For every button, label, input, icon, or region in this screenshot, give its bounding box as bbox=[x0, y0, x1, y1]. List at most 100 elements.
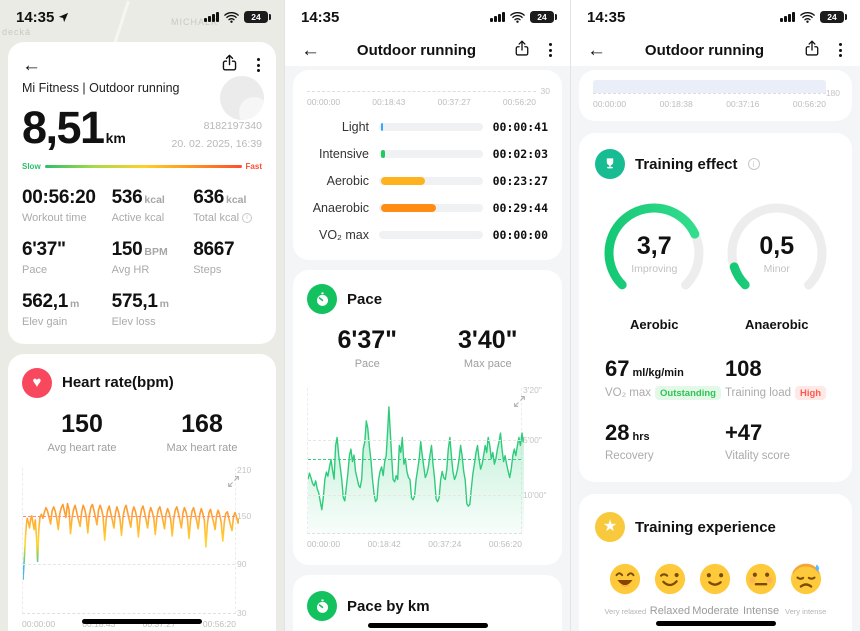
stat-active-kcal: 536 kcal Active kcal bbox=[111, 186, 165, 224]
stat-elev-loss: 575,1 m Elev loss bbox=[111, 290, 169, 328]
vo2max-badge: Outstanding bbox=[655, 386, 721, 400]
heart-rate-zones-list: Light 00:00:41 Intensive 00:02:03 Aerobic 0… bbox=[307, 120, 548, 242]
training-load-badge: High bbox=[795, 386, 827, 400]
menu-button[interactable] bbox=[547, 41, 554, 59]
share-button[interactable] bbox=[803, 39, 821, 62]
anaerobic-value: 0,5 bbox=[759, 231, 795, 260]
workout-id: 8182197340 bbox=[203, 119, 262, 132]
back-button[interactable]: ← bbox=[301, 39, 320, 61]
gridline-5min bbox=[308, 440, 521, 442]
training-effect-card: Training effect i 3,7 Improving bbox=[579, 133, 852, 482]
gridline-10min bbox=[308, 495, 521, 497]
share-button[interactable] bbox=[220, 53, 239, 77]
share-button[interactable] bbox=[513, 39, 531, 62]
stat-total-kcal: 636 kcal Total kcal i bbox=[193, 187, 262, 224]
heart-zones-card: 30 00:00:00 00:18:43 00:37:27 00:56:20 Ligh… bbox=[293, 70, 562, 260]
home-indicator[interactable] bbox=[367, 623, 488, 628]
pace-by-km-card: Pace by km bbox=[293, 575, 562, 631]
battery-icon: 24 bbox=[820, 10, 847, 24]
info-icon[interactable]: i bbox=[242, 212, 253, 223]
heart-rate-line bbox=[23, 502, 239, 580]
winking-face-icon bbox=[654, 563, 686, 595]
stat-workout-time: 00:56:20 Workout time bbox=[22, 186, 96, 224]
smiling-face-icon bbox=[700, 563, 731, 595]
wifi-icon bbox=[224, 11, 239, 23]
summary-card: ← Mi Fitness | Outdoor running 8,51 km 81… bbox=[8, 42, 276, 344]
cadence-chart-tail: 180 00:00:00 00:18:38 00:37:16 00:56:20 bbox=[579, 70, 852, 121]
metric-recovery: 28 hrs Recovery bbox=[605, 420, 654, 462]
trophy-icon bbox=[595, 149, 625, 179]
stat-elev-gain: 562,1 m Elev gain bbox=[22, 290, 80, 328]
pace-color-scale: Slow Fast bbox=[22, 162, 262, 171]
page-title: Outdoor running bbox=[356, 41, 477, 59]
option-very-intense[interactable]: Very intense bbox=[783, 562, 828, 617]
home-indicator[interactable] bbox=[82, 619, 202, 624]
wifi-icon bbox=[510, 11, 525, 23]
anaerobic-label: Anaerobic bbox=[744, 317, 809, 332]
back-button[interactable]: ← bbox=[22, 54, 41, 76]
metric-vitality: +47 Vitality score bbox=[724, 420, 790, 462]
avg-pace: 6'37" Pace bbox=[337, 326, 397, 370]
ytick-150: 150 bbox=[237, 511, 252, 522]
status-time: 14:35 bbox=[16, 9, 69, 26]
back-button[interactable]: ← bbox=[587, 39, 606, 61]
exhausted-face-icon bbox=[790, 563, 821, 595]
fast-label: Fast bbox=[245, 161, 262, 171]
heart-icon: ♥ bbox=[22, 367, 52, 398]
training-experience-card: ★ Training experience Very relaxed Relax… bbox=[579, 494, 852, 631]
aerobic-sub: Improving bbox=[631, 262, 678, 275]
location-arrow-icon bbox=[59, 12, 69, 22]
ytick-500: 5'00" bbox=[523, 435, 542, 446]
summary-stats-grid: 00:56:20 Workout time 536 kcal Active kcal … bbox=[22, 187, 262, 328]
status-time: 14:35 bbox=[301, 8, 340, 26]
option-moderate[interactable]: Moderate bbox=[692, 562, 739, 617]
option-relaxed[interactable]: Relaxed bbox=[648, 562, 693, 617]
battery-icon: 24 bbox=[244, 10, 271, 24]
cadence-area-fragment bbox=[593, 80, 826, 93]
heart-rate-card: ♥ Heart rate(bpm) 150 Avg heart rate 168 M… bbox=[8, 353, 276, 631]
training-metrics-grid: 67 ml/kg/min VO₂ max Outstanding 108 Train… bbox=[587, 332, 844, 482]
screen-training-effect: 14:35 24 ← Outdoor running 180 00:00:00 0… bbox=[570, 0, 860, 631]
avg-hr-gridline bbox=[23, 516, 235, 518]
avg-pace-gridline bbox=[308, 459, 521, 461]
status-bar: 14:35 24 bbox=[0, 0, 284, 34]
option-intense[interactable]: Intense bbox=[739, 562, 784, 617]
anaerobic-gauge: 0,5 Minor Anaerobic bbox=[718, 197, 836, 332]
menu-button[interactable] bbox=[837, 41, 844, 59]
info-icon[interactable]: i bbox=[747, 158, 760, 170]
gridline-90 bbox=[23, 564, 235, 566]
stat-pace: 6'37" Pace bbox=[22, 238, 66, 276]
home-indicator[interactable] bbox=[655, 621, 776, 626]
status-icons: 24 bbox=[204, 10, 271, 24]
ytick-30: 30 bbox=[540, 86, 550, 96]
signal-icon bbox=[490, 12, 505, 22]
aerobic-value: 3,7 bbox=[636, 231, 672, 260]
status-icons: 24 bbox=[490, 10, 557, 24]
heart-rate-title: Heart rate(bpm) bbox=[62, 374, 174, 392]
metric-vo2max: 67 ml/kg/min VO₂ max Outstanding bbox=[605, 356, 725, 400]
training-experience-title: Training experience bbox=[635, 518, 776, 536]
map-label: decká bbox=[2, 27, 32, 37]
ytick-30: 30 bbox=[237, 607, 247, 618]
nav-header: ← Outdoor running bbox=[285, 34, 570, 66]
menu-button[interactable] bbox=[255, 56, 262, 74]
training-effect-title: Training effect bbox=[635, 155, 738, 173]
status-time: 14:35 bbox=[587, 8, 626, 26]
pace-x-axis: 00:00:00 00:18:42 00:37:24 00:56:20 bbox=[307, 539, 522, 549]
avg-heart-rate: 150 Avg heart rate bbox=[47, 409, 117, 454]
zone-row: Light 00:00:41 bbox=[341, 120, 548, 134]
neutral-face-icon bbox=[745, 563, 777, 595]
screen-summary: MICHALK decká 14:35 24 ← Mi Fi bbox=[0, 0, 284, 631]
ytick-320: 3'20" bbox=[523, 385, 542, 395]
wifi-icon bbox=[800, 11, 815, 23]
option-very-relaxed[interactable]: Very relaxed bbox=[603, 562, 648, 617]
pace-area bbox=[308, 406, 524, 534]
pace-chart: 3'20" 5'00" 10'00" 00:00:00 00:18:42 00:37… bbox=[307, 385, 548, 549]
zone-row: Intensive 00:02:03 bbox=[318, 147, 548, 161]
map-label: MICHALK bbox=[170, 17, 218, 27]
ytick-1000: 10'00" bbox=[523, 490, 547, 501]
slow-label: Slow bbox=[22, 161, 41, 171]
pace-by-km-title: Pace by km bbox=[347, 597, 430, 615]
